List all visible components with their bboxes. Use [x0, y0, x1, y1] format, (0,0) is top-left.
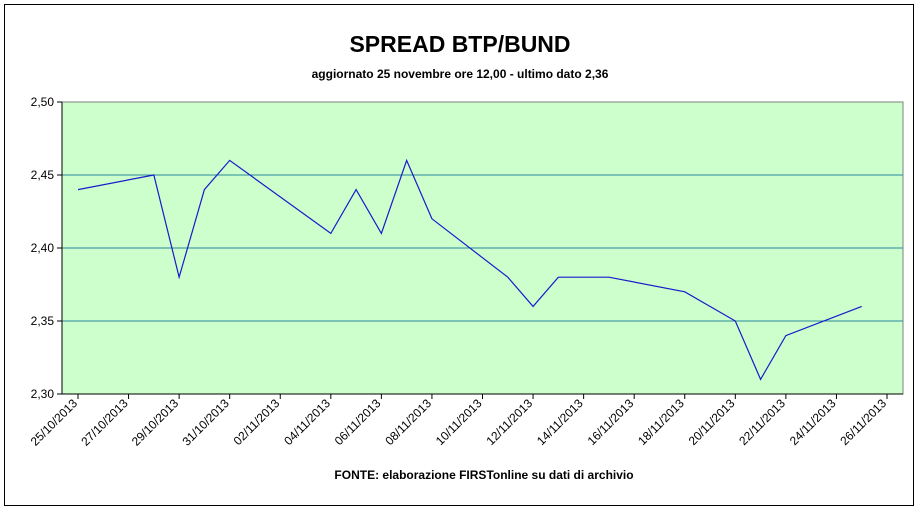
- y-tick-label: 2,40: [31, 241, 55, 255]
- y-tick-label: 2,45: [31, 168, 55, 182]
- y-tick-label: 2,35: [31, 314, 55, 328]
- source-note: FONTE: elaborazione FIRSTonline su dati …: [334, 468, 633, 482]
- chart-title: SPREAD BTP/BUND: [349, 31, 570, 57]
- y-tick-label: 2,30: [31, 387, 55, 401]
- y-tick-label: 2,50: [31, 95, 55, 109]
- chart-subtitle: aggiornato 25 novembre ore 12,00 - ultim…: [312, 67, 609, 81]
- data-line: [77, 158, 862, 381]
